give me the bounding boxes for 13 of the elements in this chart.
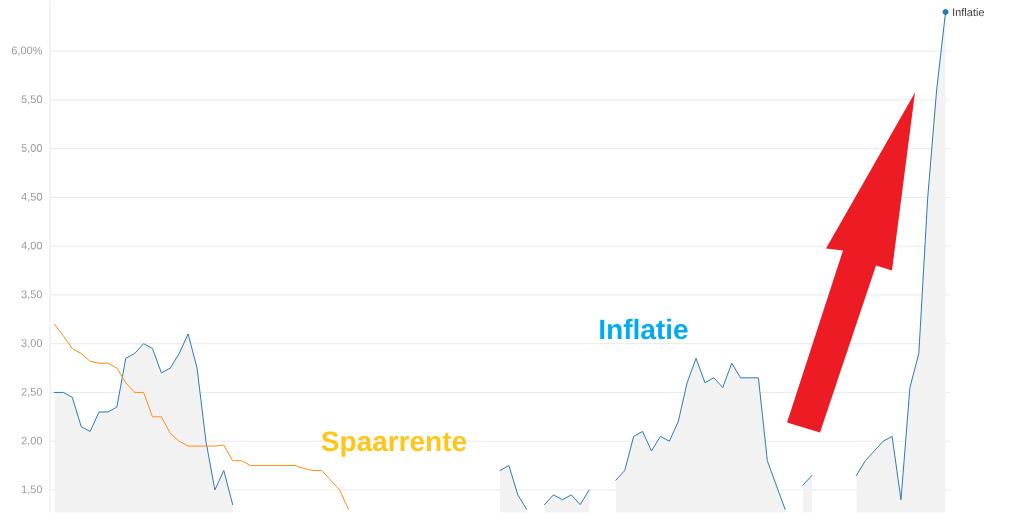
y-tick-label: 2,00 — [21, 436, 43, 446]
y-tick-label: 2,50 — [21, 388, 43, 398]
y-tick-label: 1,50 — [21, 485, 43, 495]
y-tick-label: 6,00% — [11, 46, 43, 56]
y-tick-label: 4,50 — [21, 192, 43, 203]
y-tick-label: 5,00 — [21, 144, 43, 154]
y-tick-label: 5,50 — [21, 95, 43, 105]
y-tick-label: 4,00 — [21, 241, 43, 251]
series-label: Spaarrente — [321, 431, 467, 457]
y-tick-label: 3,00 — [21, 339, 43, 349]
annotation: Inflatie — [600, 318, 688, 340]
y-tick-label: 3,50 — [21, 290, 43, 300]
series-label: Inflatie — [953, 8, 984, 17]
